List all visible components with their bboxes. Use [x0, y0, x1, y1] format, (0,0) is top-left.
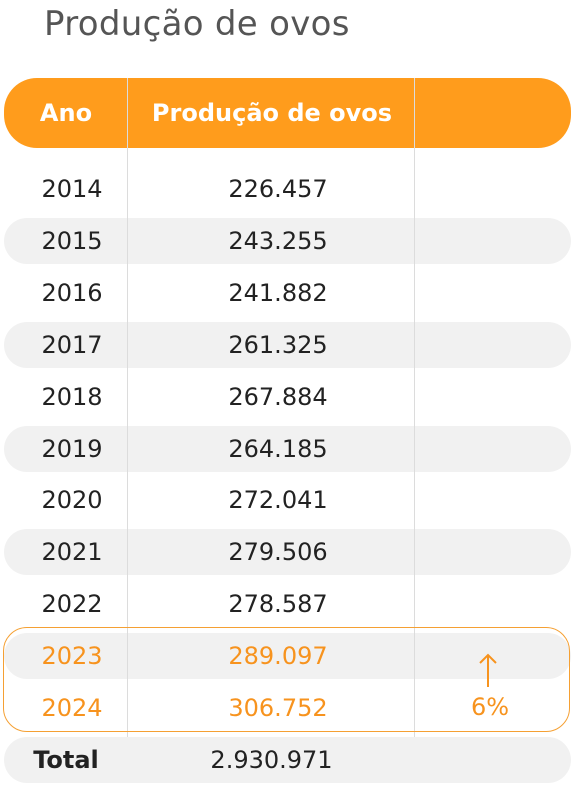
highlight-box	[3, 627, 570, 732]
total-value: 2.930.971	[210, 746, 333, 774]
table-header: Ano Produção de ovos	[4, 78, 571, 148]
header-change	[416, 78, 571, 148]
cell-production: 243.255	[228, 226, 328, 255]
total-row-bg	[4, 737, 571, 783]
cell-year: 2016	[41, 278, 103, 307]
cell-production: 279.506	[228, 538, 328, 567]
total-label: Total	[33, 746, 99, 774]
cell-production: 241.882	[228, 278, 328, 307]
cell-production: 261.325	[228, 330, 328, 359]
row-stripe	[4, 217, 571, 264]
column-divider-2	[414, 78, 415, 783]
cell-production: 306.752	[228, 694, 328, 722]
cell-year: 2021	[41, 538, 103, 567]
page-title: Produção de ovos	[44, 4, 350, 44]
cell-year: 2022	[41, 590, 103, 619]
cell-year: 2017	[41, 330, 103, 359]
cell-production: 264.185	[228, 434, 328, 463]
arrow-up-icon	[479, 653, 497, 687]
cell-production: 289.097	[228, 642, 328, 671]
column-divider-1	[127, 78, 128, 783]
cell-year: 2018	[41, 382, 103, 411]
cell-production: 226.457	[228, 175, 328, 203]
cell-year: 2015	[41, 226, 103, 255]
cell-year: 2024	[41, 694, 103, 722]
cell-year: 2019	[41, 434, 103, 463]
cell-production: 272.041	[228, 486, 328, 515]
cell-production: 278.587	[228, 590, 328, 619]
cell-year: 2020	[41, 486, 103, 515]
header-producao: Produção de ovos	[151, 99, 393, 127]
row-stripe	[4, 321, 571, 368]
cell-year: 2023	[41, 642, 103, 671]
row-stripe	[4, 425, 571, 472]
row-stripe	[4, 633, 571, 680]
growth-label: 6%	[470, 693, 510, 721]
cell-year: 2014	[41, 175, 103, 203]
cell-production: 267.884	[228, 382, 328, 411]
header-ano: Ano	[39, 99, 93, 127]
row-stripe	[4, 529, 571, 576]
